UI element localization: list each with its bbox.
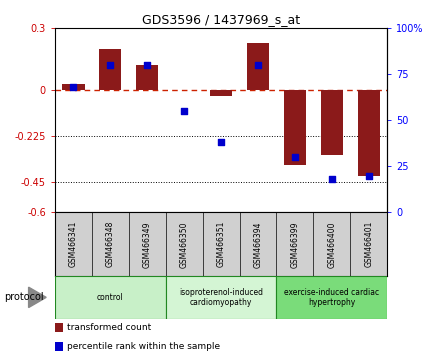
Bar <box>284 90 306 165</box>
Bar <box>55 323 63 332</box>
Text: control: control <box>97 293 124 302</box>
Bar <box>62 84 84 90</box>
Bar <box>166 276 276 319</box>
Bar <box>276 276 387 319</box>
Point <box>328 176 335 182</box>
Text: GSM466348: GSM466348 <box>106 221 115 268</box>
Text: exercise-induced cardiac
hypertrophy: exercise-induced cardiac hypertrophy <box>284 288 379 307</box>
Point <box>144 62 151 68</box>
Text: GSM466400: GSM466400 <box>327 221 336 268</box>
Text: GSM466399: GSM466399 <box>290 221 300 268</box>
Bar <box>136 65 158 90</box>
Text: GSM466401: GSM466401 <box>364 221 373 268</box>
Bar <box>358 90 380 176</box>
Point <box>218 139 225 145</box>
Point <box>107 62 114 68</box>
Text: GSM466351: GSM466351 <box>216 221 226 268</box>
Text: GSM466341: GSM466341 <box>69 221 78 268</box>
Bar <box>210 90 232 96</box>
Text: percentile rank within the sample: percentile rank within the sample <box>66 342 220 352</box>
Text: GSM466349: GSM466349 <box>143 221 152 268</box>
Point <box>70 84 77 90</box>
Text: GSM466350: GSM466350 <box>180 221 189 268</box>
Bar <box>55 342 63 351</box>
Bar <box>55 276 166 319</box>
Point <box>365 173 372 178</box>
Point <box>254 62 261 68</box>
Bar <box>321 90 343 155</box>
Text: transformed count: transformed count <box>66 323 151 332</box>
Bar <box>247 42 269 90</box>
Text: GSM466394: GSM466394 <box>253 221 263 268</box>
Polygon shape <box>29 287 46 308</box>
Text: protocol: protocol <box>4 292 44 302</box>
Point <box>181 108 188 114</box>
Point <box>291 154 298 160</box>
Bar <box>99 49 121 90</box>
Text: isoproterenol-induced
cardiomyopathy: isoproterenol-induced cardiomyopathy <box>179 288 263 307</box>
Title: GDS3596 / 1437969_s_at: GDS3596 / 1437969_s_at <box>142 13 300 26</box>
